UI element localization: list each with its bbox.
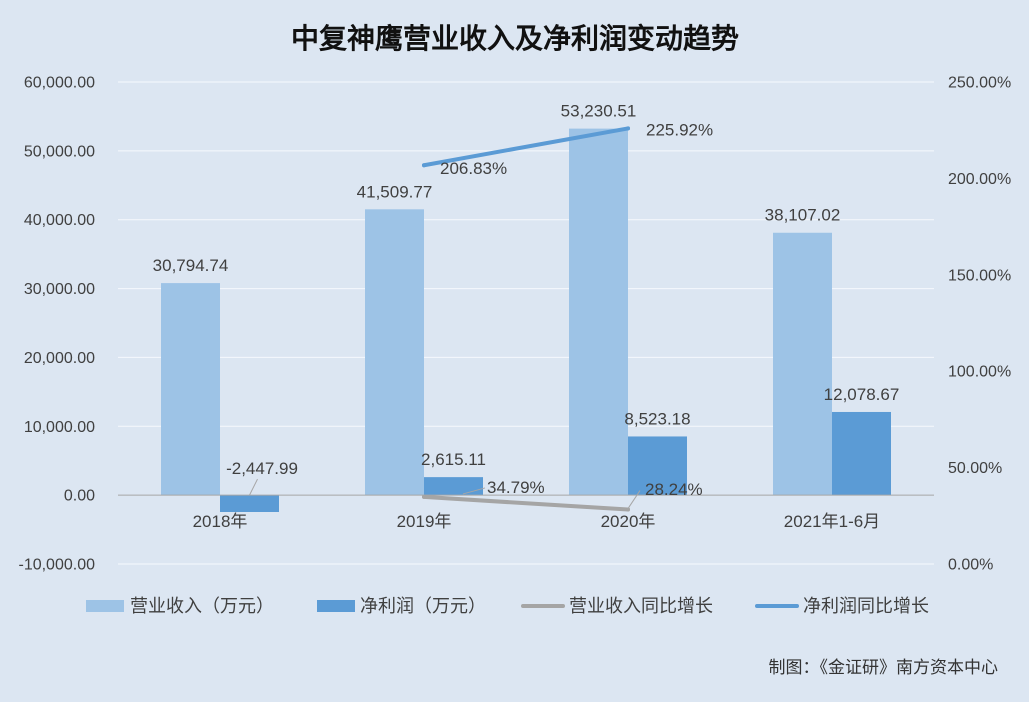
y-axis-tick-label: 10,000.00 bbox=[24, 419, 95, 436]
bars bbox=[161, 128, 891, 512]
y-axis-tick-label: 40,000.00 bbox=[24, 212, 95, 229]
legend-label-revenue-growth: 营业收入同比增长 bbox=[569, 596, 713, 616]
net-profit-growth-data-label: 206.83% bbox=[440, 159, 507, 178]
revenue-growth-data-label: 28.24% bbox=[645, 480, 703, 499]
y-axis-tick-label: 0.00 bbox=[64, 488, 95, 505]
x-axis: 2018年 2019年 2020年 2021年1-6月 bbox=[118, 494, 934, 531]
legend-label-revenue: 营业收入（万元） bbox=[130, 596, 274, 616]
y-axis-left: 60,000.00 50,000.00 40,000.00 30,000.00 20,0… bbox=[18, 75, 95, 574]
net-profit-growth-point bbox=[422, 163, 426, 168]
legend-item-net-profit-growth: 净利润同比增长 bbox=[755, 596, 929, 616]
y-axis-tick-label: 20,000.00 bbox=[24, 350, 95, 367]
legend: 营业收入（万元） 净利润（万元） 营业收入同比增长 净利润同比增长 bbox=[86, 596, 929, 616]
y2-axis-tick-label: 100.00% bbox=[948, 364, 1011, 381]
y2-axis-tick-label: 250.00% bbox=[948, 75, 1011, 92]
net-profit-data-label: 12,078.67 bbox=[824, 385, 900, 404]
revenue-growth-label-leader-line bbox=[462, 487, 486, 495]
net-profit-bar bbox=[424, 477, 483, 496]
revenue-growth-label-leader-line bbox=[627, 490, 641, 509]
y2-axis-tick-label: 0.00% bbox=[948, 557, 993, 574]
net-profit-growth-data-label: 225.92% bbox=[646, 120, 713, 139]
credit-note: 制图：《金证研》南方资本中心 bbox=[769, 658, 999, 677]
y-axis-tick-label: 30,000.00 bbox=[24, 281, 95, 298]
legend-label-net-profit-growth: 净利润同比增长 bbox=[803, 596, 929, 616]
revenue-growth-line bbox=[422, 494, 630, 512]
x-axis-category-label: 2020年 bbox=[601, 512, 656, 531]
net-profit-data-label: -2,447.99 bbox=[226, 459, 298, 478]
legend-swatch-revenue bbox=[86, 600, 124, 612]
revenue-data-label: 53,230.51 bbox=[561, 102, 637, 121]
trend-lines bbox=[422, 126, 630, 512]
revenue-bar bbox=[569, 128, 628, 496]
x-axis-category-label: 2021年1-6月 bbox=[784, 512, 880, 531]
net-profit-bar bbox=[832, 411, 891, 496]
revenue-data-label: 38,107.02 bbox=[765, 206, 841, 225]
revenue-bar bbox=[773, 232, 832, 496]
legend-swatch-net-profit bbox=[317, 600, 355, 612]
y-axis-right: 250.00% 200.00% 150.00% 100.00% 50.00% 0.00% bbox=[948, 75, 1011, 574]
y-axis-tick-label: -10,000.00 bbox=[18, 557, 95, 574]
x-axis-category-label: 2019年 bbox=[397, 512, 452, 531]
net-profit-bar bbox=[220, 495, 279, 512]
revenue-growth-data-label: 34.79% bbox=[487, 478, 545, 497]
net-profit-data-label: 2,615.11 bbox=[421, 450, 486, 469]
net-profit-growth-point bbox=[626, 126, 630, 131]
revenue-data-label: 30,794.74 bbox=[153, 256, 229, 275]
net-profit-label-leader-line bbox=[249, 478, 258, 496]
revenue-data-label: 41,509.77 bbox=[357, 182, 433, 201]
net-profit-data-label: 8,523.18 bbox=[624, 409, 690, 428]
legend-item-revenue: 营业收入（万元） bbox=[86, 596, 274, 616]
data-labels: 30,794.74 41,509.77 53,230.51 38,107.02 -2,4… bbox=[153, 102, 900, 509]
y2-axis-tick-label: 200.00% bbox=[948, 171, 1011, 188]
y2-axis-tick-label: 150.00% bbox=[948, 267, 1011, 284]
revenue-bar bbox=[161, 283, 220, 496]
x-axis-category-label: 2018年 bbox=[193, 512, 248, 531]
chart-title: 中复神鹰营业收入及净利润变动趋势 bbox=[291, 22, 739, 54]
revenue-bar bbox=[365, 209, 424, 496]
y-axis-tick-label: 60,000.00 bbox=[24, 75, 95, 92]
net-profit-bar bbox=[628, 436, 687, 496]
y2-axis-tick-label: 50.00% bbox=[948, 460, 1002, 477]
y-axis-tick-label: 50,000.00 bbox=[24, 143, 95, 160]
legend-label-net-profit: 净利润（万元） bbox=[360, 596, 486, 616]
revenue-growth-point bbox=[626, 507, 630, 512]
net-profit-growth-line bbox=[422, 126, 630, 168]
revenue-growth-point bbox=[422, 494, 426, 499]
legend-item-net-profit: 净利润（万元） bbox=[317, 596, 486, 616]
legend-item-revenue-growth: 营业收入同比增长 bbox=[521, 596, 713, 616]
